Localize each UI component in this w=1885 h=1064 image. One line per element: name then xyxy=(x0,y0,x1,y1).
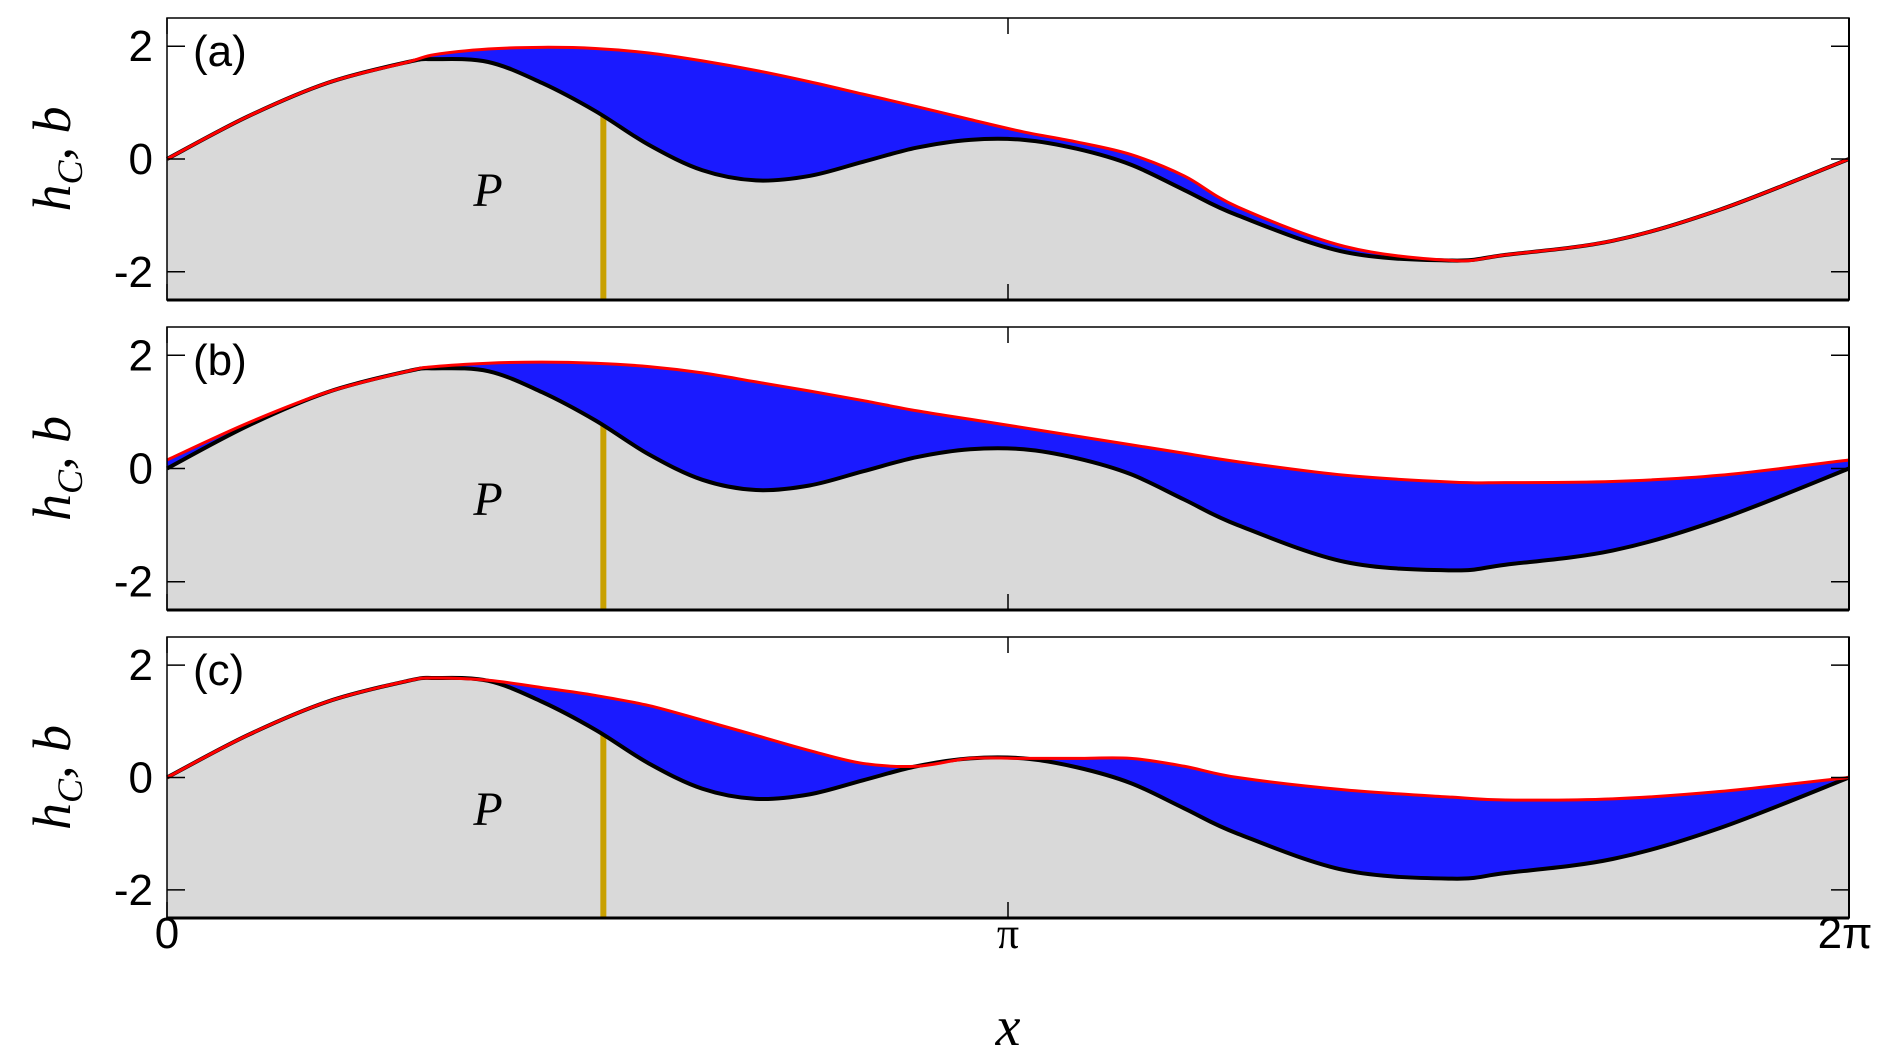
bed-region xyxy=(167,677,1849,918)
panel-label: (c) xyxy=(193,646,244,695)
y-tick-label: 0 xyxy=(129,445,153,494)
y-axis-label: hC, b xyxy=(22,106,90,211)
y-tick-label: 2 xyxy=(129,331,153,380)
water-region xyxy=(167,677,1849,879)
bed-region xyxy=(167,59,1849,300)
x-tick-label-pi: π xyxy=(997,909,1019,958)
surface-line xyxy=(166,45,1850,263)
y-label-subscript: C xyxy=(50,469,90,494)
panel-label: (a) xyxy=(193,27,247,76)
y-tick-label: -2 xyxy=(114,866,153,915)
y-axis-label: hC, b xyxy=(22,725,90,830)
panel-b: -2 0 2 (b) PhC, b xyxy=(22,326,1850,612)
region-label-p: P xyxy=(472,473,502,526)
region-label-p: P xyxy=(472,164,502,217)
surface-line xyxy=(166,360,1850,485)
x-tick-label-2pi: 2π xyxy=(1818,909,1873,958)
y-tick-label: -2 xyxy=(114,558,153,607)
y-tick-label: 2 xyxy=(129,641,153,690)
y-label-h: h xyxy=(22,185,82,212)
y-label-h: h xyxy=(22,494,82,521)
y-tick-label: 0 xyxy=(129,754,153,803)
bed-line xyxy=(166,366,1850,573)
panel-a: -2 0 2 (a) PhC, b xyxy=(22,17,1850,302)
y-label-rest: , b xyxy=(22,416,82,470)
bed-region xyxy=(167,368,1849,610)
panel-c: -2 0 2 (c) PhC, b xyxy=(22,636,1850,920)
water-region xyxy=(167,47,1849,261)
panel-label: (b) xyxy=(193,336,247,385)
y-label-h: h xyxy=(22,803,82,830)
y-tick-label: -2 xyxy=(114,248,153,297)
region-label-p: P xyxy=(472,783,502,836)
y-label-subscript: C xyxy=(50,778,90,803)
x-axis-label: x xyxy=(995,996,1021,1058)
y-label-rest: , b xyxy=(22,725,82,779)
y-label-rest: , b xyxy=(22,106,82,160)
y-axis-label: hC, b xyxy=(22,416,90,521)
panels: -202 (a)PhC, b-202 (b)PhC, b-202 (c)PhC, b xyxy=(22,17,1850,920)
y-tick-label: 2 xyxy=(129,22,153,71)
y-tick-label: 0 xyxy=(129,135,153,184)
surface-line xyxy=(166,676,1850,802)
y-label-subscript: C xyxy=(50,160,90,185)
x-tick-label-0: 0 xyxy=(155,909,179,958)
